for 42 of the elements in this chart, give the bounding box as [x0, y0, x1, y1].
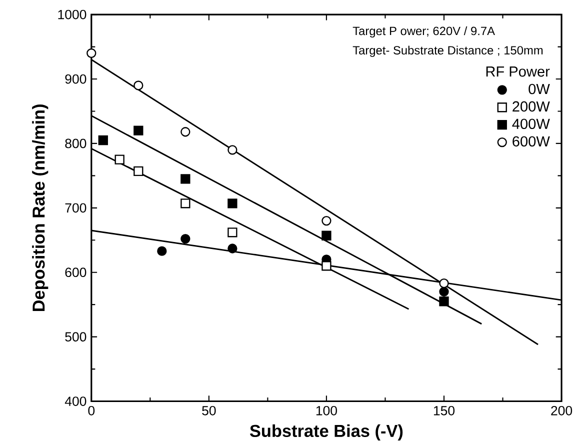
- legend-label: 600W: [512, 136, 550, 147]
- y-tick-label: 400: [64, 396, 86, 406]
- point: [98, 135, 108, 146]
- point: [322, 261, 332, 271]
- point: [114, 154, 124, 164]
- point: [180, 127, 190, 137]
- point: [439, 286, 449, 297]
- y-tick-label: 900: [65, 74, 86, 84]
- point: [228, 244, 238, 254]
- point: [86, 48, 96, 58]
- point: [439, 296, 449, 306]
- annotation: Target- Substrate Distance ; 150mm: [352, 46, 543, 57]
- point: [134, 166, 144, 176]
- y-tick-label: 1000: [58, 10, 86, 20]
- legend-title: RF Power: [486, 66, 550, 77]
- y-tick-label: 700: [65, 203, 86, 213]
- y-tick-label: 500: [65, 332, 86, 342]
- point: [439, 278, 449, 288]
- point: [322, 230, 332, 241]
- annotation: Target P ower; 620V / 9.7A: [352, 26, 495, 38]
- x-tick-label: 100: [316, 406, 337, 416]
- point: [157, 246, 167, 256]
- x-tick-label: 50: [202, 406, 216, 416]
- point: [134, 80, 144, 90]
- point: [180, 198, 190, 208]
- point: [180, 234, 190, 244]
- y-tick-label: 600: [65, 268, 86, 278]
- legend-label: 0W: [528, 84, 550, 94]
- x-axis-title: Substrate Bias (-V): [250, 424, 403, 441]
- point: [322, 216, 332, 226]
- x-tick-label: 200: [551, 406, 572, 416]
- point: [228, 198, 238, 208]
- y-axis-title: Deposition Rate (nm/min): [32, 104, 48, 312]
- point: [228, 145, 238, 155]
- point: [228, 228, 238, 238]
- y-tick-label: 800: [65, 138, 86, 148]
- legend-label: 400W: [512, 118, 550, 130]
- x-tick-label: 150: [434, 406, 455, 416]
- point: [134, 126, 144, 136]
- point: [180, 174, 190, 184]
- x-tick-label: 0: [88, 406, 95, 416]
- legend-label: 200W: [512, 101, 550, 112]
